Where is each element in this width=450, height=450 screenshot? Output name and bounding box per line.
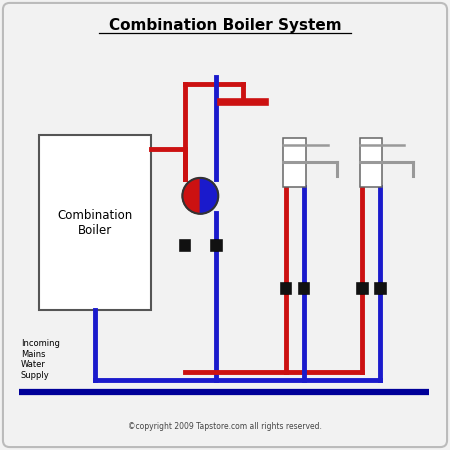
Bar bbox=[356, 282, 368, 294]
FancyBboxPatch shape bbox=[360, 138, 382, 187]
Bar bbox=[298, 282, 309, 294]
FancyBboxPatch shape bbox=[3, 3, 447, 447]
Text: Combination Boiler System: Combination Boiler System bbox=[109, 18, 341, 33]
FancyBboxPatch shape bbox=[39, 135, 151, 310]
Bar bbox=[280, 282, 292, 294]
Wedge shape bbox=[182, 178, 200, 214]
Text: ©copyright 2009 Tapstore.com all rights reserved.: ©copyright 2009 Tapstore.com all rights … bbox=[128, 423, 322, 432]
Text: Combination
Boiler: Combination Boiler bbox=[57, 209, 133, 237]
Bar bbox=[179, 239, 190, 251]
Wedge shape bbox=[200, 178, 218, 214]
Text: Incoming
Mains
Water
Supply: Incoming Mains Water Supply bbox=[21, 339, 60, 380]
Bar bbox=[374, 282, 386, 294]
FancyBboxPatch shape bbox=[284, 138, 306, 187]
Bar bbox=[210, 239, 222, 251]
